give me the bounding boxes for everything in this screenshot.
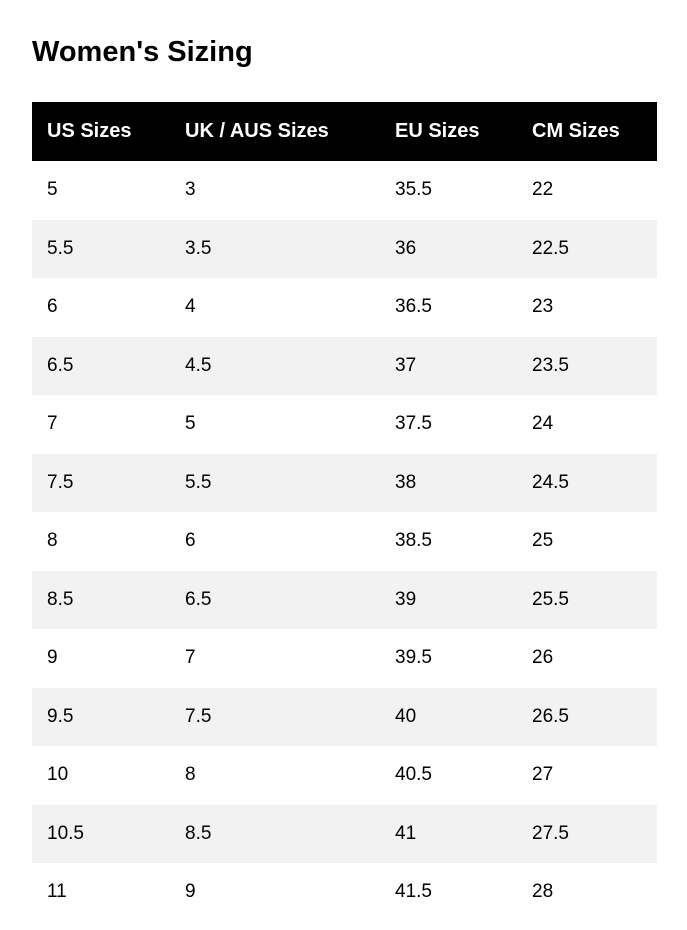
table-cell: 7.5 [32, 453, 170, 512]
table-cell: 6.5 [32, 336, 170, 395]
table-cell: 23 [532, 296, 554, 318]
page-title: Women's Sizing [32, 36, 253, 68]
table-cell: 36.5 [395, 296, 432, 318]
table-cell: 24 [532, 413, 554, 435]
table-cell: 22 [532, 179, 554, 201]
table-cell: 10.5 [32, 804, 170, 863]
table-cell: 9.5 [32, 687, 170, 746]
table-cell: 35.5 [395, 179, 432, 201]
table-cell: 8.5 [170, 804, 380, 863]
table-row: 11 9 41.5 28 [32, 863, 657, 922]
table-cell: 3 [185, 179, 196, 201]
table-row: 6.5 4.5 37 23.5 [32, 336, 657, 395]
table-row: 6 4 36.5 23 [32, 278, 657, 337]
table-row: 7.5 5.5 38 24.5 [32, 453, 657, 512]
table-cell: 25.5 [517, 570, 657, 629]
table-cell: 9 [47, 647, 58, 669]
table-row: 9.5 7.5 40 26.5 [32, 687, 657, 746]
table-row: 5.5 3.5 36 22.5 [32, 219, 657, 278]
table-cell: 4 [185, 296, 196, 318]
table-cell: 39 [380, 570, 517, 629]
table-row: 7 5 37.5 24 [32, 395, 657, 454]
table-cell: 26 [532, 647, 554, 669]
table-cell: 22.5 [517, 219, 657, 278]
table-row: 8.5 6.5 39 25.5 [32, 570, 657, 629]
table-cell: 24.5 [517, 453, 657, 512]
table-cell: 26.5 [517, 687, 657, 746]
table-row: 10 8 40.5 27 [32, 746, 657, 805]
table-cell: 5 [185, 413, 196, 435]
column-header: CM Sizes [517, 102, 657, 161]
table-row: 9 7 39.5 26 [32, 629, 657, 688]
table-cell: 36 [380, 219, 517, 278]
table-cell: 27.5 [517, 804, 657, 863]
table-cell: 6.5 [170, 570, 380, 629]
column-header: US Sizes [32, 102, 170, 161]
table-cell: 40.5 [395, 764, 432, 786]
table-row: 10.5 8.5 41 27.5 [32, 804, 657, 863]
table-cell: 7 [185, 647, 196, 669]
table-cell: 4.5 [170, 336, 380, 395]
table-row: 8 6 38.5 25 [32, 512, 657, 571]
table-cell: 10 [47, 764, 69, 786]
table-row: 5 3 35.5 22 [32, 161, 657, 220]
table-header-row: US Sizes UK / AUS Sizes EU Sizes CM Sizes [32, 102, 657, 161]
table-cell: 38.5 [395, 530, 432, 552]
table-cell: 25 [532, 530, 554, 552]
table-cell: 28 [532, 881, 554, 903]
table-cell: 40 [380, 687, 517, 746]
table-cell: 5 [47, 179, 58, 201]
table-cell: 39.5 [395, 647, 432, 669]
table-cell: 7.5 [170, 687, 380, 746]
size-table: US Sizes UK / AUS Sizes EU Sizes CM Sizes 5… [32, 102, 657, 922]
column-header: EU Sizes [380, 102, 517, 161]
table-cell: 5.5 [170, 453, 380, 512]
table-cell: 41.5 [395, 881, 432, 903]
table-cell: 11 [47, 881, 67, 903]
table-cell: 8 [47, 530, 58, 552]
table-cell: 37 [380, 336, 517, 395]
table-cell: 41 [380, 804, 517, 863]
column-header: UK / AUS Sizes [170, 102, 380, 161]
table-cell: 38 [380, 453, 517, 512]
table-cell: 6 [185, 530, 196, 552]
table-cell: 7 [47, 413, 58, 435]
table-cell: 8.5 [32, 570, 170, 629]
table-cell: 27 [532, 764, 554, 786]
table-cell: 5.5 [32, 219, 170, 278]
table-cell: 9 [185, 881, 196, 903]
table-cell: 3.5 [170, 219, 380, 278]
table-cell: 23.5 [517, 336, 657, 395]
table-cell: 6 [47, 296, 58, 318]
table-cell: 37.5 [395, 413, 432, 435]
table-cell: 8 [185, 764, 196, 786]
